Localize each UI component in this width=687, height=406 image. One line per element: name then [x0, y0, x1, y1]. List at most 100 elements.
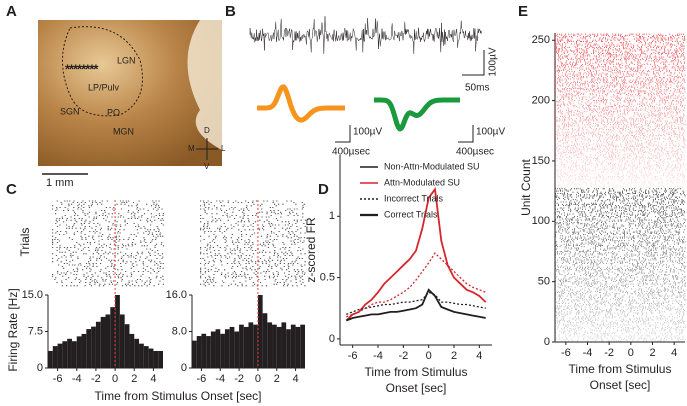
histogram-bar [124, 324, 130, 368]
panel-letter: E [518, 3, 528, 20]
panel-letter: D [318, 181, 329, 198]
raster-band [555, 275, 686, 285]
x-tick-label: -4 [373, 350, 383, 362]
axis-label: Time from Stimulus [365, 365, 468, 379]
y-tick-label: 8.0 [172, 325, 187, 337]
trial-raster [200, 200, 307, 287]
x-tick-label: -6 [197, 373, 207, 385]
x-tick-label: 4 [476, 350, 482, 362]
histogram-bar [143, 346, 149, 368]
raster-band [555, 139, 686, 150]
region-outline [62, 26, 143, 117]
raster-band [555, 333, 686, 343]
histogram-bar [267, 322, 273, 368]
histogram-bar [295, 326, 301, 368]
region-label: LGN [117, 55, 136, 65]
raster-band [555, 188, 686, 198]
histogram-bar [62, 341, 68, 368]
histogram-bar [86, 329, 92, 368]
raster-band [555, 217, 686, 227]
histogram-bar [215, 329, 221, 368]
histogram-bar [48, 350, 53, 368]
raster-band [555, 62, 686, 73]
raster-band [555, 294, 686, 304]
raster-band [555, 207, 685, 218]
axis-label: Time from Stimulus Onset [sec] [95, 389, 262, 403]
histogram-bar [57, 343, 63, 368]
compass [196, 138, 218, 160]
axis-label: Unit Count [519, 158, 533, 215]
histogram-bar [276, 326, 282, 368]
raster-band [555, 313, 686, 324]
x-tick-label: -6 [53, 373, 63, 385]
y-tick-label: 150 [532, 155, 550, 167]
x-tick-label: -4 [215, 373, 225, 385]
scale-bar-label: 50ms [465, 83, 489, 94]
histogram-bar [196, 336, 202, 368]
series-line [345, 186, 487, 322]
scale-bar-label: 400µsec [456, 147, 494, 158]
y-tick-label: 0 [37, 362, 43, 374]
y-tick-label: 250 [532, 34, 550, 46]
series-line [346, 252, 486, 318]
histogram-bar [148, 348, 154, 368]
legend-label: Correct Trials [384, 209, 438, 219]
raster-band [555, 255, 686, 266]
histogram-bar [134, 338, 140, 368]
scale-bar [335, 125, 351, 143]
raster-band [555, 159, 686, 169]
y-tick-label: 7.5 [28, 325, 43, 337]
voltage-trace [249, 16, 482, 54]
histogram-bar [91, 326, 96, 368]
histogram-bar [129, 333, 135, 368]
raster-band [555, 149, 685, 160]
waveform [256, 84, 346, 123]
histogram-bar [52, 346, 58, 368]
unit-raster [555, 33, 686, 343]
x-tick-label: 4 [671, 347, 677, 359]
histogram-bar [234, 331, 240, 368]
trial-raster [52, 200, 165, 287]
raster-band [555, 33, 686, 44]
scale-bar-label: 100µV [476, 127, 505, 138]
axis-label: Trials [18, 228, 32, 257]
y-tick-label: 0 [181, 362, 187, 374]
histogram-bar [210, 331, 216, 368]
axis-label: Firing Rate [Hz] [6, 288, 20, 371]
panel-letter: B [225, 3, 236, 20]
histogram-bar [286, 329, 291, 368]
region-label: MGN [113, 126, 134, 136]
raster-band [555, 81, 686, 92]
histogram-bar [206, 336, 211, 368]
raster-band [555, 43, 685, 53]
raster-band [555, 110, 685, 121]
tissue-edge [187, 20, 222, 150]
x-tick-label: 2 [274, 373, 280, 385]
series-line [345, 288, 486, 322]
axis-label: Onset [sec] [386, 381, 447, 395]
region-label: PO [107, 107, 120, 117]
histogram-bar [95, 321, 101, 368]
panel-letter: A [6, 3, 17, 20]
histogram-bar [100, 316, 106, 368]
raster-band [555, 236, 686, 246]
histogram-bar [220, 333, 225, 368]
x-tick-label: -6 [348, 350, 358, 362]
scale-bar-label: 100µV [488, 47, 499, 76]
raster-band [555, 52, 686, 63]
histogram-bar [105, 314, 111, 368]
y-tick-label: 0 [544, 336, 550, 348]
histogram-bar [257, 295, 263, 368]
histogram-bar [158, 350, 163, 368]
raster-band [555, 130, 686, 140]
histogram-bar [201, 333, 207, 368]
histogram-bar [290, 324, 296, 368]
histogram-bar [239, 324, 244, 368]
raster-band [555, 323, 686, 333]
histogram-bar [67, 338, 72, 368]
region-label: SGN [60, 106, 80, 116]
histogram-bar [119, 314, 125, 368]
y-tick-label: 16.0 [166, 289, 187, 301]
x-tick-label: 0 [426, 350, 432, 362]
